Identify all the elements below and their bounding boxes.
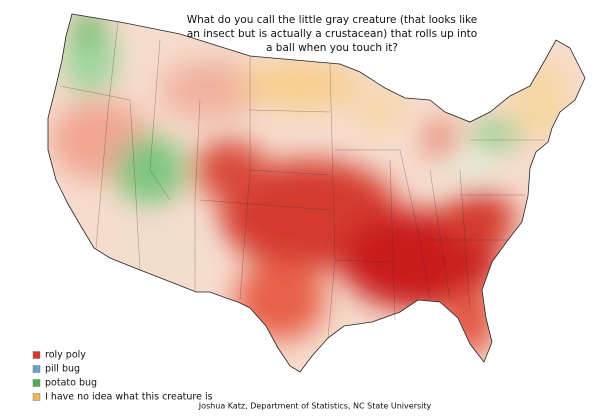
- legend: roly poly pill bug potato bug I have no ide…: [32, 350, 213, 403]
- legend-label: potato bug: [45, 378, 97, 389]
- legend-label: I have no idea what this creature is: [45, 392, 213, 403]
- state-lines: [59, 21, 545, 339]
- title-line: an insect but is actually a crustacean) …: [187, 28, 477, 40]
- title: What do you call the little gray creatur…: [187, 14, 478, 54]
- title-line: a ball when you touch it?: [266, 42, 398, 54]
- legend-swatch: [32, 393, 41, 401]
- us-outline: [47, 13, 586, 373]
- legend-swatch: [32, 365, 41, 373]
- title-line: What do you call the little gray creatur…: [187, 14, 478, 26]
- legend-swatch: [32, 351, 41, 359]
- legend-swatch: [32, 379, 41, 387]
- legend-label: pill bug: [45, 364, 80, 375]
- credit: Joshua Katz, Department of Statistics, N…: [198, 402, 432, 411]
- legend-label: roly poly: [45, 350, 86, 361]
